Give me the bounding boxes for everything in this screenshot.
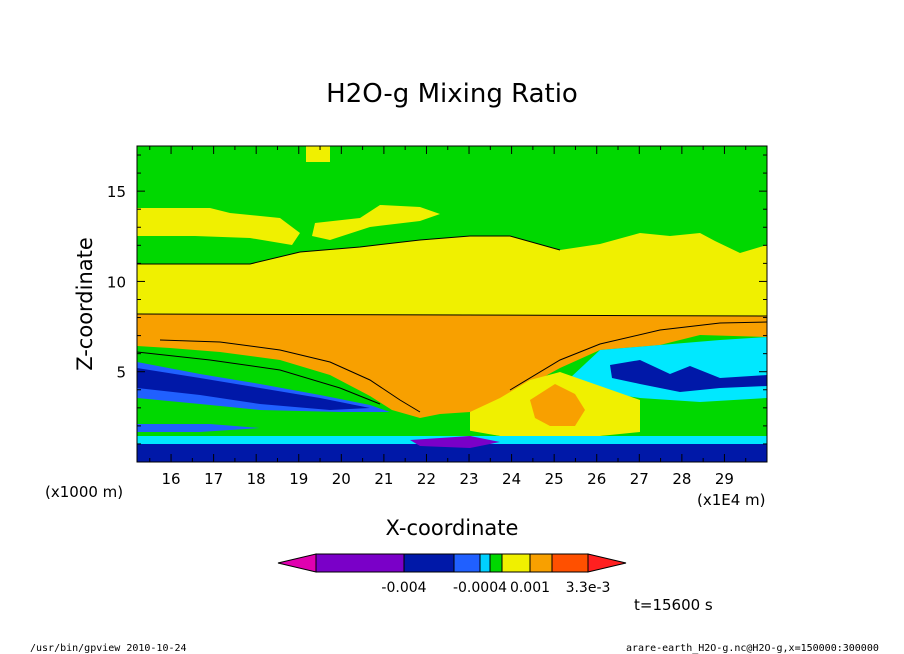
footer-right: arare-earth_H2O-g.nc@H2O-g,x=150000:3000… — [626, 643, 879, 654]
x-tick-label: 26 — [587, 470, 606, 488]
colorbar-label: -0.004 — [381, 580, 426, 596]
colorbar-segment — [551, 553, 589, 573]
x-tick-label: 25 — [545, 470, 564, 488]
x-tick-label: 24 — [502, 470, 521, 488]
y-tick-label: 5 — [116, 364, 126, 382]
x-tick-label: 21 — [374, 470, 393, 488]
contour-band-low-green — [137, 412, 767, 440]
contour-band-upper — [137, 208, 300, 245]
contour-band-patch — [312, 205, 440, 240]
x-tick-label: 22 — [417, 470, 436, 488]
x-axis-label: X-coordinate — [386, 516, 519, 540]
contour-line — [159, 339, 421, 413]
x-tick-label: 27 — [630, 470, 649, 488]
contour-lines — [136, 235, 768, 413]
colorbar-segment — [479, 553, 491, 573]
contour-band-top — [306, 146, 330, 162]
colorbar-label: 3.3e-3 — [566, 580, 611, 596]
colorbar-label: -0.0004 — [453, 580, 507, 596]
x-tick-label: 17 — [204, 470, 223, 488]
x-units-left: (x1000 m) — [45, 483, 123, 501]
contour-band-low-navy — [137, 444, 767, 462]
footer-left: /usr/bin/gpview 2010-10-24 — [30, 643, 187, 654]
colorbar-segment — [315, 553, 405, 573]
x-tick-label: 18 — [247, 470, 266, 488]
colorbar-low-arrow — [277, 553, 317, 573]
y-tick-label: 10 — [107, 273, 126, 291]
contour-line — [136, 351, 381, 405]
x-tick-label: 29 — [715, 470, 734, 488]
colorbar-high-arrow — [587, 553, 627, 573]
colorbar-segment — [453, 553, 481, 573]
colorbar-label: 0.001 — [510, 580, 550, 596]
contour-line — [137, 235, 561, 265]
x-tick-label: 23 — [459, 470, 478, 488]
x-units-right: (x1E4 m) — [697, 491, 766, 509]
x-tick-label: 28 — [672, 470, 691, 488]
y-axis-label: Z-coordinate — [73, 237, 97, 371]
y-tick-label: 15 — [107, 183, 126, 201]
contour-band-low-purple — [410, 436, 500, 448]
x-tick-label: 20 — [332, 470, 351, 488]
x-tick-label: 19 — [289, 470, 308, 488]
colorbar-segment — [529, 553, 553, 573]
time-label: t=15600 s — [634, 596, 713, 614]
colorbar — [277, 553, 627, 573]
contour-band-turbulent-orange — [530, 384, 585, 426]
contour-field — [136, 146, 768, 462]
plot-frame — [136, 145, 768, 463]
x-axis-ticks: 16 17 18 19 20 21 22 23 24 25 26 27 28 29 — [149, 146, 747, 488]
colorbar-segment — [403, 553, 455, 573]
contour-line — [136, 313, 768, 317]
colorbar-segment — [501, 553, 531, 573]
y-axis-ticks: 5 10 15 — [107, 154, 767, 445]
x-tick-label: 16 — [162, 470, 181, 488]
colorbar-labels: -0.004 -0.0004 0.001 3.3e-3 — [381, 580, 610, 596]
chart-title: H2O-g Mixing Ratio — [326, 79, 578, 109]
contour-band-orange — [137, 314, 767, 418]
contour-band-main — [137, 233, 767, 325]
contour-band-low-blue-strip — [137, 424, 260, 432]
colorbar-segment — [489, 553, 503, 573]
contour-band-blue-right — [610, 360, 767, 392]
contour-line — [509, 321, 768, 391]
contour-band-navy-left — [137, 368, 370, 410]
